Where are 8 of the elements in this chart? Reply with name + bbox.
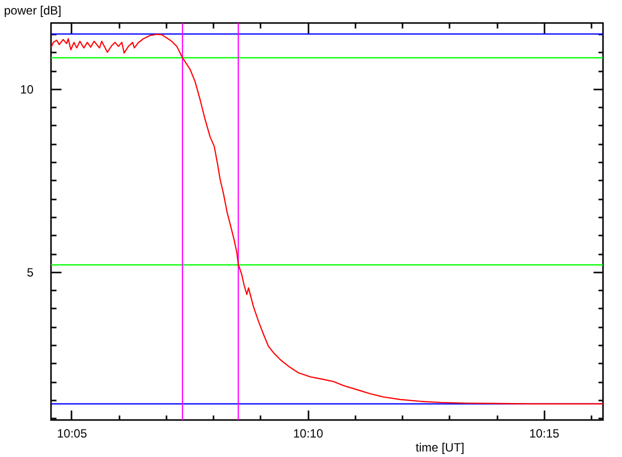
y-tick-label: 10 — [20, 82, 34, 96]
y-axis-title: power [dB] — [4, 4, 62, 18]
line-series — [51, 34, 603, 404]
y-tick-label: 5 — [26, 265, 34, 280]
x-axis-title: time [UT] — [416, 440, 464, 454]
x-tick-label: 10:10 — [293, 426, 324, 440]
x-tick-label: 10:05 — [56, 426, 88, 440]
x-tick-label: 10:15 — [529, 426, 560, 440]
